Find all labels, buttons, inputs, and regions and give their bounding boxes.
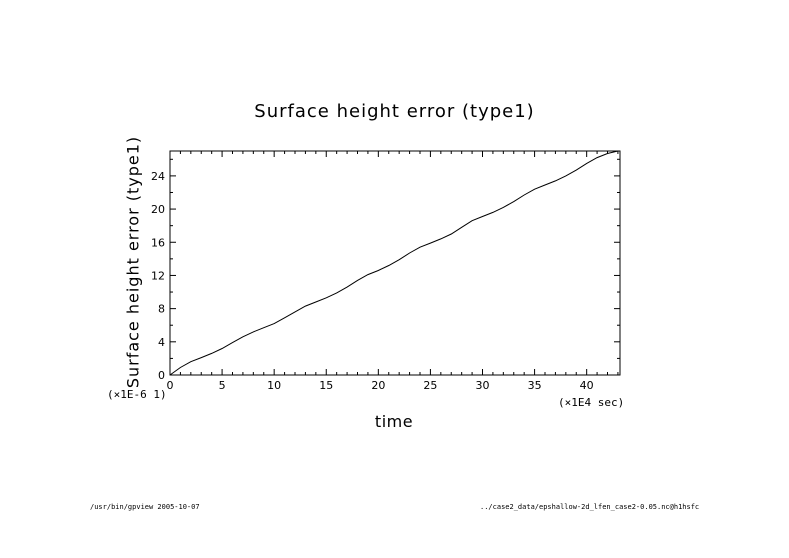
x-tick-label: 0 (167, 379, 174, 392)
x-tick-label: 20 (371, 379, 385, 392)
x-tick-label: 10 (267, 379, 281, 392)
axis-ticks (169, 151, 620, 376)
y-tick-label: 4 (158, 336, 165, 349)
y-tick-label: 16 (151, 236, 165, 249)
y-tick-label: 20 (151, 203, 165, 216)
footer-source-path: ../case2_data/epshallow-2d_lfen_case2-0.… (480, 503, 700, 511)
x-tick-label: 5 (219, 379, 226, 392)
x-axis-label: time (374, 412, 414, 431)
x-tick-label: 25 (423, 379, 437, 392)
y-tick-label: 0 (158, 369, 165, 382)
y-tick-label: 8 (158, 303, 165, 316)
x-tick-label: 40 (580, 379, 594, 392)
x-tick-label: 35 (528, 379, 542, 392)
x-axis-unit: (×1E4 sec) (558, 396, 625, 409)
y-tick-label: 12 (151, 269, 165, 282)
axis-tick-labels: 0 5 10 15 20 25 30 35 40 0 4 8 12 16 20 24 (151, 170, 594, 392)
plot-frame (169, 150, 621, 376)
series-line (169, 150, 619, 376)
footer-command: /usr/bin/gpview 2005-10-07 (90, 503, 200, 511)
y-axis-unit: (×1E-6 1) (107, 388, 167, 401)
x-tick-label: 30 (476, 379, 490, 392)
x-tick-label: 15 (319, 379, 333, 392)
y-axis-label: Surface height error (type1) (123, 135, 143, 389)
chart-title: Surface height error (type1) (254, 101, 535, 122)
y-tick-label: 24 (151, 170, 165, 183)
